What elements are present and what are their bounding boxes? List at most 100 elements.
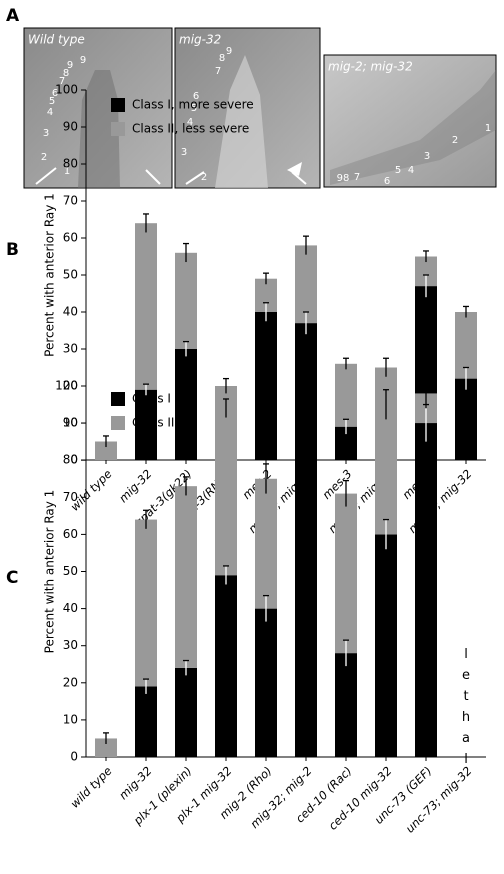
legend-swatch [111,416,125,430]
error-bar [183,340,189,357]
bar-segment [255,312,277,460]
y-tick-label: 80 [63,157,78,171]
ray-number: 8 [219,53,225,64]
bar-segment [415,423,437,757]
y-tick-label: 10 [63,416,78,430]
ray-number: 3 [43,128,49,139]
ray-number: 5 [395,165,401,176]
bar-segment [335,493,357,654]
bar-segment [175,349,197,460]
bar-segment [375,534,397,757]
ray-number: 7 [59,76,65,87]
bar-segment [135,519,157,687]
ray-number: 3 [424,151,430,162]
error-bar [143,213,149,233]
error-bar [343,357,349,370]
bar-segment [335,363,357,427]
error-bar [423,377,429,409]
bar-segment [335,653,357,757]
image-title: mig-32 [179,33,221,47]
ray-number: 98 [337,173,350,184]
error-bar [183,242,189,263]
legend-swatch [111,98,125,112]
y-tick-label: 90 [63,416,78,430]
ray-number: 5 [191,103,197,114]
ray-number: 6 [193,91,199,102]
x-tick-label: mig-32 [116,467,155,506]
legend-swatch [111,392,125,406]
error-bar [263,302,269,322]
y-tick-label: 70 [63,194,78,208]
bar-segment [255,278,277,312]
error-bar [143,678,149,694]
y-tick-label: 10 [63,712,78,726]
error-bar [343,479,349,507]
ray-number: 9 [67,60,73,71]
arrows [35,162,307,185]
y-tick-label: 30 [63,342,78,356]
error-bar [383,389,389,420]
y-tick-label: 100 [55,83,78,97]
error-bar [183,476,189,496]
ray-number: 7 [354,172,360,183]
ray-number: 9 [226,46,232,57]
ray-number: 2 [201,172,207,183]
bar-segment [135,389,157,460]
error-bar [343,639,349,667]
y-tick-label: 100 [55,379,78,393]
ray-number: 4 [47,107,53,118]
y-tick-label: 70 [63,490,78,504]
panel-label: A [6,6,20,26]
ray-number: 4 [408,165,414,176]
annotation: lethal [459,647,474,773]
error-bar [423,250,429,263]
y-tick-label: 60 [63,527,78,541]
error-bar [383,357,389,377]
y-tick-label: 40 [63,305,78,319]
legend-label: Class I [132,392,171,406]
y-tick-label: 20 [63,379,78,393]
worm-tail [330,70,496,185]
error-bar [103,732,109,745]
y-axis-label: Percent with anterior Ray 1 [43,490,57,654]
error-bar [223,565,229,585]
error-bar [463,305,469,318]
ray-number: 2 [41,152,47,163]
image-title: mig-2; mig-32 [328,60,413,74]
y-tick-label: 0 [70,750,78,764]
ray-number: 6 [384,176,390,187]
y-tick-label: 30 [63,638,78,652]
error-bar [223,398,229,418]
ray-number: 8 [63,68,69,79]
bar-segment [255,608,277,757]
legend-label: Class II, less severe [132,122,249,136]
bar-segment [135,223,157,390]
worm-tail [78,70,120,188]
y-tick-label: 60 [63,231,78,245]
error-bar [183,659,189,676]
micrograph [323,54,497,188]
y-tick-label: 50 [63,564,78,578]
ray-number: 9 [80,55,86,66]
error-bar [263,272,269,285]
error-bar [263,594,269,622]
bar-segment [135,686,157,757]
bar-segment [255,478,277,609]
y-axis-label: Percent with anterior Ray 1 [43,193,57,357]
bar-segment [335,426,357,460]
error-bar [303,311,309,335]
bar-segment [455,312,477,379]
error-bar [263,463,269,494]
y-tick-label: 90 [63,120,78,134]
bar-segment [215,408,237,576]
y-tick-label: 40 [63,601,78,615]
legend-label: Class I, more severe [132,98,254,112]
error-bar [303,235,309,255]
ray-number: 2 [452,135,458,146]
bar-segment [455,378,477,460]
bar-segment [215,575,237,757]
error-bar [103,435,109,448]
error-bar [343,418,349,435]
bar-segment [175,667,197,757]
